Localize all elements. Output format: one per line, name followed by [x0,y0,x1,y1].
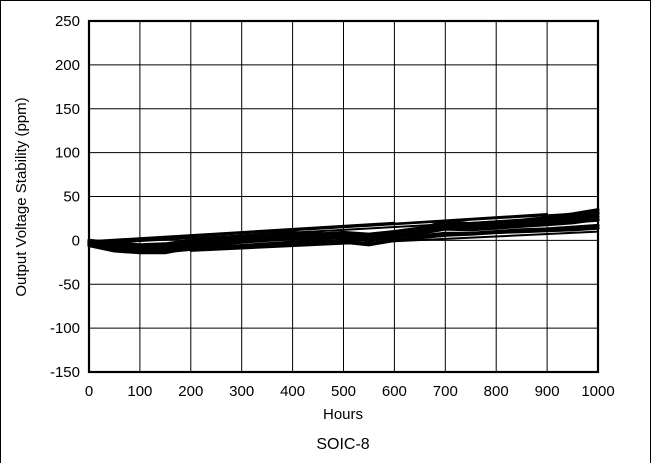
series-line-6 [87,218,600,250]
x-tick-label: 100 [127,383,152,400]
y-axis-label: Output Voltage Stability (ppm) [13,97,30,296]
series-line-14 [88,213,549,244]
series-line-13 [189,230,599,252]
y-tick-label: 150 [55,101,80,118]
y-tick-label: -150 [50,364,80,381]
x-tick-label: 0 [85,383,93,400]
series-line-11 [88,221,396,243]
y-tick-label: -100 [50,320,80,337]
y-tick-label: 250 [55,13,80,30]
chart-caption: SOIC-8 [316,436,369,453]
x-tick-label: 1000 [581,383,614,400]
series-line-10 [88,214,599,245]
y-tick-label: 200 [55,57,80,74]
x-tick-label: 900 [535,383,560,400]
x-axis-ticks: 0 100 200 300 400 500 600 700 800 900 1000 [85,383,615,400]
x-tick-label: 800 [484,383,509,400]
grid-lines [89,21,598,372]
plot-area-border [87,19,600,374]
y-axis-ticks: -150 -100 -50 0 50 100 150 200 250 [50,13,80,381]
x-tick-label: 500 [331,383,356,400]
data-series [87,208,600,255]
x-axis-label: Hours [323,406,363,423]
y-tick-label: -50 [58,276,80,293]
x-tick-label: 200 [178,383,203,400]
y-tick-label: 100 [55,145,80,162]
x-tick-label: 400 [280,383,305,400]
y-tick-label: 0 [72,232,80,249]
x-tick-label: 600 [382,383,407,400]
y-tick-label: 50 [63,189,80,206]
x-tick-label: 300 [229,383,254,400]
x-tick-label: 700 [433,383,458,400]
